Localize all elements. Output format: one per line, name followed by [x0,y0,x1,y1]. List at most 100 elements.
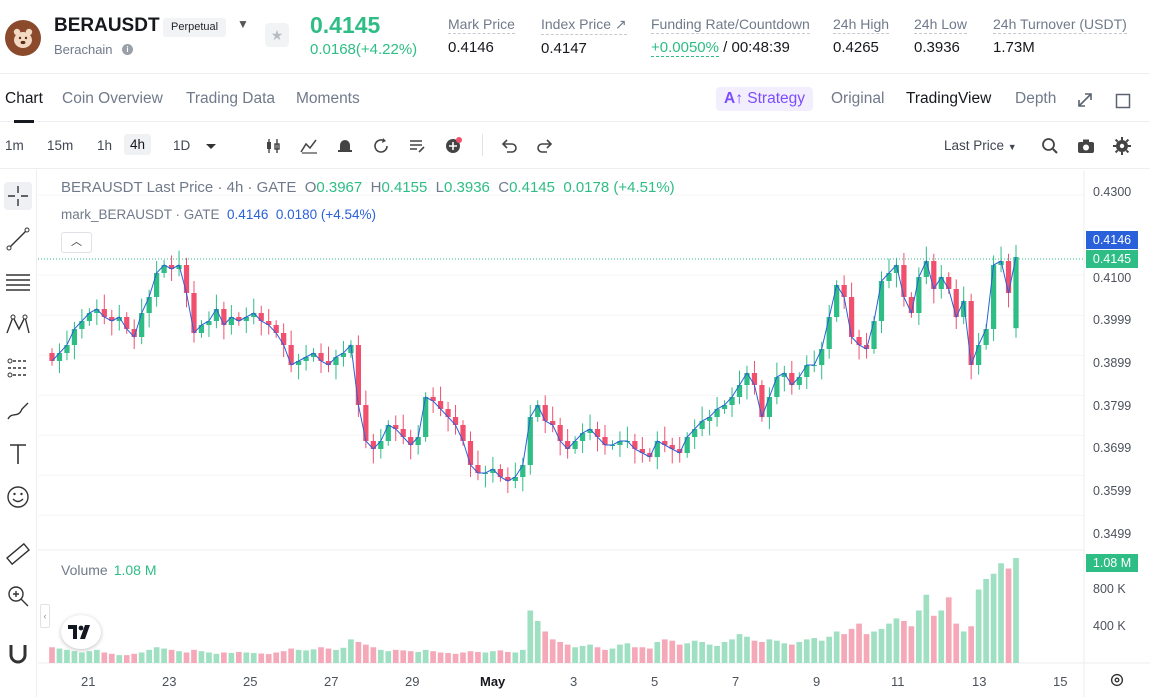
candle-body[interactable] [789,373,795,385]
candle-body[interactable] [460,425,466,441]
candle-body[interactable] [236,317,242,321]
alert-icon[interactable] [335,136,355,156]
replay-icon[interactable] [371,136,391,156]
candle-body[interactable] [699,421,705,429]
candle-body[interactable] [512,477,518,481]
fib-icon[interactable] [4,268,32,296]
candle-body[interactable] [938,277,944,289]
candle-body[interactable] [266,321,272,325]
candle-body[interactable] [587,429,593,433]
candle-body[interactable] [94,309,100,313]
timeframe-1d[interactable]: 1D [173,138,191,153]
axis-settings-icon[interactable] [1108,671,1126,689]
candle-body[interactable] [1013,257,1019,329]
candle-body[interactable] [908,297,914,313]
candle-body[interactable] [467,441,474,465]
candle-body[interactable] [333,357,339,365]
candle-body[interactable] [310,353,317,357]
candle-body[interactable] [886,273,892,281]
candle-body[interactable] [355,345,362,405]
candle-body[interactable] [520,465,526,477]
candle-body[interactable] [437,401,444,409]
candle-body[interactable] [848,297,855,337]
candle-body[interactable] [154,273,160,297]
zoom-icon[interactable] [4,582,32,610]
candle-body[interactable] [654,441,660,457]
candle-body[interactable] [931,261,937,289]
candle-body[interactable] [736,385,743,397]
candle-body[interactable] [684,437,690,453]
candle-body[interactable] [990,265,997,329]
tab-chart[interactable]: Chart [5,90,43,107]
templates-icon[interactable] [407,136,427,156]
candle-body[interactable] [370,441,376,449]
candle-body[interactable] [572,441,578,449]
view-tradingview[interactable]: TradingView [906,90,992,107]
candle-body[interactable] [288,345,294,365]
candle-body[interactable] [505,477,511,481]
candle-body[interactable] [497,469,503,477]
candle-body[interactable] [751,373,758,385]
candle-body[interactable] [759,385,765,417]
candle-body[interactable] [557,425,563,441]
candle-body[interactable] [856,337,862,345]
undo-icon[interactable] [499,136,519,156]
text-icon[interactable] [4,440,32,468]
candle-body[interactable] [669,445,675,449]
candle-body[interactable] [86,313,92,321]
brush-icon[interactable] [4,397,32,425]
candle-body[interactable] [64,345,70,353]
tradingview-logo[interactable] [61,615,101,649]
candle-body[interactable] [378,441,384,449]
candle-body[interactable] [871,321,877,349]
candle-body[interactable] [961,301,967,317]
favorite-star-icon[interactable]: ★ [265,23,289,47]
candle-body[interactable] [774,377,780,397]
prediction-icon[interactable] [4,354,32,382]
price-type-select[interactable]: Last Price ▼ [944,138,1017,153]
symbol-name[interactable]: BERAUSDT [54,15,160,36]
candle-body[interactable] [161,265,167,273]
candle-body[interactable] [400,429,406,437]
magnet-icon[interactable] [4,639,32,667]
candle-body[interactable] [565,441,571,449]
candle-body[interactable] [415,437,421,445]
left-arrow-icon[interactable]: ‹ [40,604,50,628]
candle-body[interactable] [834,285,840,317]
candle-body[interactable] [213,309,220,321]
candle-body[interactable] [109,317,115,321]
candle-body[interactable] [49,353,55,361]
candle-body[interactable] [146,297,152,313]
candle-body[interactable] [916,277,922,313]
timeframe-15m[interactable]: 15m [47,138,74,153]
candle-body[interactable] [968,301,974,365]
candle-body[interactable] [594,429,601,437]
candle-body[interactable] [430,397,436,401]
candle-body[interactable] [953,289,959,317]
candle-body[interactable] [819,349,825,365]
candle-body[interactable] [721,405,728,409]
ruler-icon[interactable] [4,540,32,568]
candle-body[interactable] [168,265,175,269]
candle-body[interactable] [550,421,556,425]
candle-body[interactable] [804,365,810,377]
candle-body[interactable] [71,329,78,345]
candle-body[interactable] [602,437,608,445]
tab-coin-overview[interactable]: Coin Overview [62,90,163,107]
view-original[interactable]: Original [831,90,885,107]
candle-body[interactable] [258,313,264,321]
candle-body[interactable] [706,417,713,421]
candle-body[interactable] [901,265,907,297]
candle-body[interactable] [535,405,541,417]
candle-body[interactable] [101,309,107,317]
candle-body[interactable] [206,321,212,325]
candle-body[interactable] [632,441,638,449]
stat-label[interactable]: Funding Rate/Countdown [651,16,810,34]
candle-body[interactable] [475,465,481,473]
candle-body[interactable] [56,353,63,361]
emoji-icon[interactable] [4,483,32,511]
gear-icon[interactable] [1112,136,1132,156]
symbol-dropdown-icon[interactable]: ▼ [237,17,249,31]
candle-body[interactable] [1005,261,1012,293]
collapse-legend-button[interactable]: ︿ [61,232,92,253]
